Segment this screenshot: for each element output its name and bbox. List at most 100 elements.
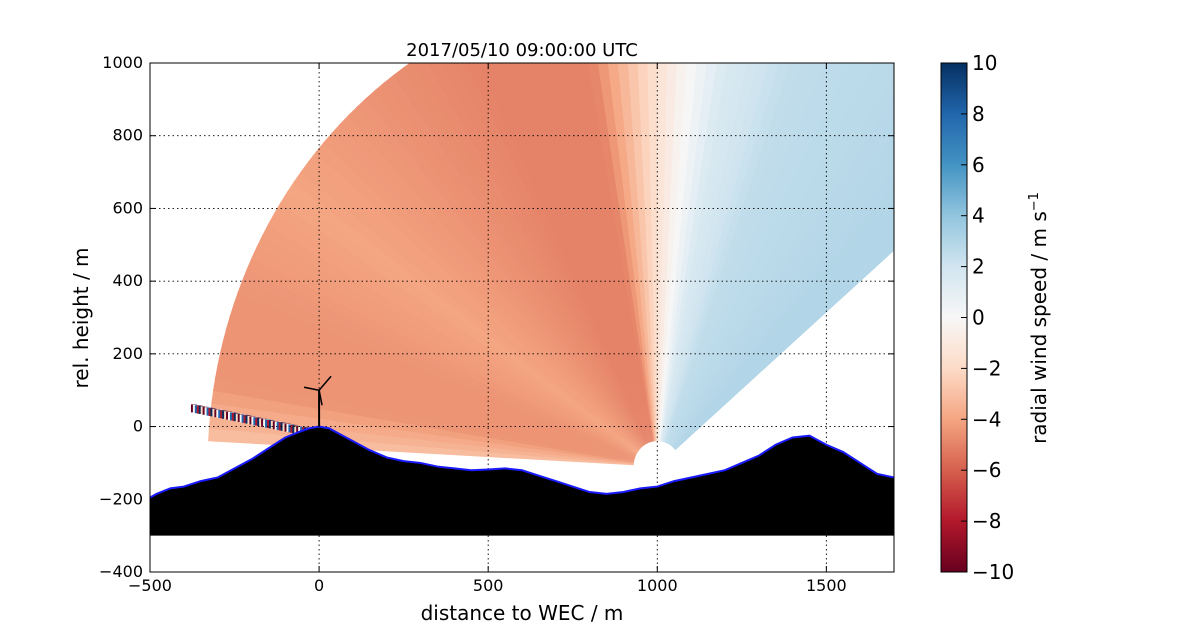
scan-beam bbox=[427, 63, 646, 445]
colorbar-title-text: radial wind speed / m s bbox=[1027, 211, 1051, 444]
scan-beam bbox=[229, 303, 635, 459]
y-tick-label: 200 bbox=[112, 344, 143, 363]
x-axis-ticks: −500 0 500 1000 1500 bbox=[128, 63, 847, 595]
y-tick-label: 600 bbox=[112, 198, 143, 217]
colorbar: −10 −8 −6 −4 −2 0 2 4 6 8 10 radial wind speed / m… bbox=[940, 51, 1051, 584]
scan-beam bbox=[307, 151, 640, 451]
scan-beam bbox=[535, 63, 651, 443]
scan-beam bbox=[347, 106, 642, 449]
scan-beam bbox=[672, 168, 894, 448]
colorbar-tick-label: −6 bbox=[972, 458, 1001, 482]
noisy-data-band bbox=[190, 404, 312, 437]
plot-frame bbox=[149, 62, 895, 573]
colorbar-tick-label: 4 bbox=[972, 204, 985, 228]
scan-beam bbox=[674, 237, 894, 451]
scan-beam bbox=[513, 63, 650, 443]
scan-beam bbox=[672, 152, 894, 448]
scan-beam bbox=[383, 74, 644, 447]
terrain bbox=[150, 425, 894, 536]
scan-beam bbox=[374, 81, 643, 447]
colorbar-title-superscript: −1 bbox=[1027, 192, 1042, 211]
colorbar-tick-label: 8 bbox=[972, 102, 985, 126]
x-tick-label: 1500 bbox=[806, 576, 847, 595]
scan-beam bbox=[280, 191, 638, 453]
scan-beam bbox=[251, 245, 637, 456]
scan-beam bbox=[490, 63, 649, 444]
colorbar-tick-label: 2 bbox=[972, 255, 985, 279]
x-tick-label: 1000 bbox=[637, 576, 678, 595]
scan-beam bbox=[267, 212, 638, 454]
y-tick-label: 0 bbox=[133, 417, 143, 436]
lidar-scan-sector bbox=[208, 63, 894, 466]
scan-beam bbox=[673, 198, 894, 449]
colorbar-tick-label: −8 bbox=[972, 509, 1001, 533]
scan-beam bbox=[671, 116, 894, 447]
y-tick-label: 400 bbox=[112, 271, 143, 290]
colorbar-tick-label: 6 bbox=[972, 153, 985, 177]
colorbar-ticks: −10 −8 −6 −4 −2 0 2 4 6 8 10 bbox=[961, 51, 1014, 584]
turbine-blade bbox=[318, 390, 323, 406]
y-tick-label: 1000 bbox=[102, 53, 143, 72]
scan-beam bbox=[673, 183, 894, 449]
scan-beam bbox=[647, 63, 659, 442]
scan-beam bbox=[617, 63, 656, 442]
scan-beam bbox=[331, 123, 641, 450]
scan-beam bbox=[233, 291, 636, 459]
scan-beam bbox=[627, 63, 657, 442]
scan-beam bbox=[402, 63, 645, 446]
wind-turbine-icon bbox=[303, 375, 332, 427]
terrain-outline bbox=[150, 425, 894, 499]
scan-beam bbox=[670, 96, 894, 447]
colorbar-tick-label: 10 bbox=[972, 51, 997, 75]
scan-beam bbox=[237, 279, 636, 458]
y-axis-ticks: −400 −200 0 200 400 600 800 1000 bbox=[99, 53, 894, 581]
scan-beam bbox=[339, 114, 642, 449]
scan-beam bbox=[453, 63, 647, 445]
scan-beam bbox=[597, 63, 655, 442]
scan-beam bbox=[671, 134, 894, 447]
scan-beam bbox=[273, 201, 638, 454]
scan-beam bbox=[256, 234, 637, 456]
terrain-fill bbox=[150, 426, 894, 536]
scan-beam bbox=[669, 63, 894, 446]
y-tick-label: 800 bbox=[112, 126, 143, 145]
scan-beam bbox=[524, 63, 651, 443]
y-tick-label: −200 bbox=[99, 489, 143, 508]
colorbar-tick-label: −10 bbox=[972, 560, 1014, 584]
plot-area bbox=[150, 63, 894, 572]
x-axis-title: distance to WEC / m bbox=[421, 601, 624, 625]
scan-beam bbox=[637, 63, 657, 442]
colorbar-tick-label: 0 bbox=[972, 306, 985, 330]
scan-beam bbox=[241, 268, 636, 457]
scan-beam bbox=[365, 89, 643, 448]
x-tick-label: 500 bbox=[473, 576, 504, 595]
scan-beam bbox=[392, 67, 644, 446]
y-tick-label: −400 bbox=[99, 562, 143, 581]
y-axis-title: rel. height / m bbox=[69, 247, 93, 388]
colorbar-title: radial wind speed / m s−1 bbox=[1027, 192, 1051, 444]
scan-beam bbox=[286, 180, 639, 453]
scan-beam bbox=[556, 63, 652, 442]
scan-beam bbox=[607, 63, 655, 442]
scan-beam bbox=[315, 141, 640, 451]
scan-beam bbox=[546, 63, 652, 443]
scan-beam bbox=[587, 63, 654, 442]
scan-beam bbox=[261, 223, 637, 455]
turbine-blade bbox=[318, 375, 332, 391]
scan-beam bbox=[577, 63, 654, 442]
scan-beam bbox=[356, 97, 642, 448]
scan-beam bbox=[466, 63, 648, 444]
x-tick-label: −500 bbox=[128, 576, 172, 595]
scan-beam bbox=[413, 63, 645, 446]
scan-beam bbox=[300, 160, 639, 452]
scan-beam bbox=[246, 256, 636, 457]
scan-beam bbox=[293, 170, 639, 452]
scan-beam bbox=[478, 63, 648, 444]
colorbar-tick-label: −2 bbox=[972, 356, 1001, 380]
scan-beam bbox=[567, 63, 653, 442]
scan-beam bbox=[501, 63, 649, 444]
scan-beam bbox=[440, 63, 647, 445]
x-tick-label: 0 bbox=[314, 576, 324, 595]
turbine-blade bbox=[303, 386, 320, 391]
